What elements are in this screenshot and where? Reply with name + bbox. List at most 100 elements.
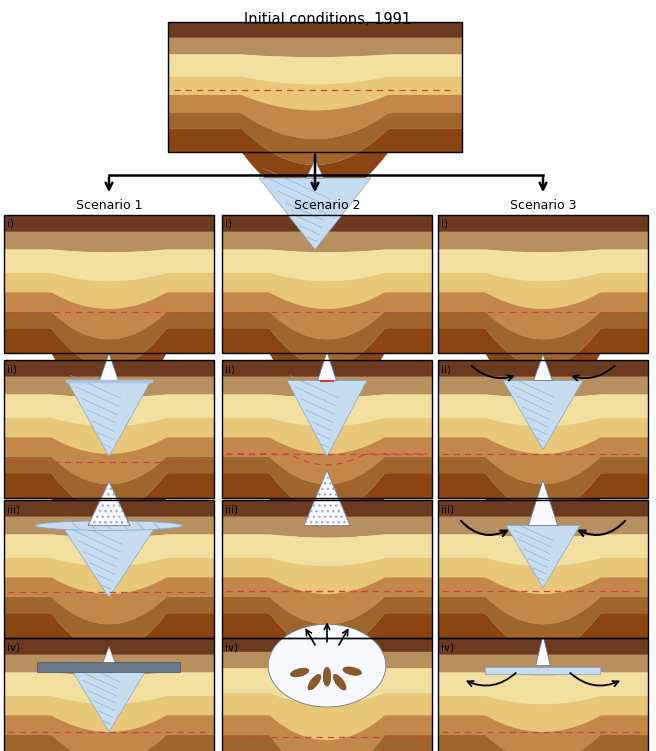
- Polygon shape: [4, 558, 214, 594]
- Text: Scenario 2: Scenario 2: [294, 199, 360, 212]
- Text: ii): ii): [441, 364, 451, 374]
- Polygon shape: [528, 480, 558, 526]
- Polygon shape: [438, 638, 648, 655]
- Polygon shape: [506, 526, 580, 588]
- Bar: [222, 215, 432, 353]
- Polygon shape: [168, 77, 462, 110]
- Polygon shape: [222, 668, 432, 704]
- Bar: [4, 638, 214, 751]
- Polygon shape: [222, 231, 432, 252]
- Polygon shape: [4, 312, 214, 366]
- Ellipse shape: [308, 674, 321, 690]
- Text: i): i): [7, 219, 14, 229]
- Polygon shape: [438, 517, 648, 537]
- Polygon shape: [438, 231, 648, 252]
- Polygon shape: [222, 535, 432, 566]
- Bar: [222, 638, 432, 751]
- Polygon shape: [102, 647, 116, 665]
- Polygon shape: [222, 517, 432, 537]
- Bar: [222, 500, 432, 638]
- Polygon shape: [4, 231, 214, 252]
- Bar: [438, 500, 648, 638]
- Polygon shape: [4, 613, 214, 690]
- Polygon shape: [287, 381, 367, 457]
- FancyBboxPatch shape: [485, 668, 601, 674]
- Polygon shape: [4, 655, 214, 675]
- Polygon shape: [222, 473, 432, 550]
- Polygon shape: [318, 351, 337, 381]
- Polygon shape: [4, 394, 214, 427]
- Polygon shape: [438, 457, 648, 511]
- Polygon shape: [222, 360, 432, 376]
- Polygon shape: [4, 215, 214, 231]
- Bar: [4, 215, 214, 353]
- FancyBboxPatch shape: [37, 662, 180, 672]
- Text: iii): iii): [7, 504, 20, 514]
- Polygon shape: [533, 354, 552, 381]
- Polygon shape: [222, 578, 432, 624]
- Polygon shape: [222, 596, 432, 652]
- Polygon shape: [222, 376, 432, 397]
- Polygon shape: [4, 249, 214, 281]
- Text: Scenario 3: Scenario 3: [510, 199, 576, 212]
- Bar: [168, 22, 462, 152]
- Polygon shape: [438, 655, 648, 675]
- Polygon shape: [222, 693, 432, 740]
- Polygon shape: [222, 715, 432, 751]
- Bar: [4, 360, 214, 498]
- Polygon shape: [62, 526, 156, 597]
- Ellipse shape: [35, 520, 182, 530]
- Polygon shape: [438, 715, 648, 751]
- Bar: [4, 500, 214, 638]
- Polygon shape: [536, 635, 550, 665]
- Polygon shape: [438, 500, 648, 517]
- Polygon shape: [222, 328, 432, 406]
- Bar: [222, 500, 432, 638]
- Bar: [438, 638, 648, 751]
- Polygon shape: [438, 312, 648, 366]
- Polygon shape: [222, 734, 432, 751]
- Polygon shape: [259, 178, 371, 249]
- Polygon shape: [438, 558, 648, 594]
- Polygon shape: [4, 517, 214, 537]
- Text: iii): iii): [441, 504, 454, 514]
- Text: ii): ii): [7, 364, 17, 374]
- Polygon shape: [222, 249, 432, 281]
- Polygon shape: [4, 418, 214, 454]
- Text: Scenario 1: Scenario 1: [75, 199, 142, 212]
- Polygon shape: [4, 638, 214, 655]
- Polygon shape: [168, 113, 462, 165]
- Polygon shape: [4, 360, 214, 376]
- Polygon shape: [222, 613, 432, 690]
- Polygon shape: [168, 55, 462, 84]
- Bar: [222, 638, 432, 751]
- Polygon shape: [438, 273, 648, 309]
- Polygon shape: [168, 128, 462, 201]
- Polygon shape: [4, 437, 214, 484]
- Ellipse shape: [268, 624, 386, 707]
- Text: Initial conditions, 1991: Initial conditions, 1991: [245, 12, 411, 27]
- Polygon shape: [438, 696, 648, 731]
- Text: ii): ii): [225, 364, 235, 374]
- Bar: [438, 638, 648, 751]
- Text: iii): iii): [225, 504, 238, 514]
- Ellipse shape: [291, 668, 309, 677]
- Polygon shape: [222, 638, 432, 652]
- Polygon shape: [4, 376, 214, 397]
- Polygon shape: [168, 22, 462, 38]
- Polygon shape: [4, 457, 214, 511]
- Polygon shape: [4, 578, 214, 624]
- Polygon shape: [438, 292, 648, 339]
- Ellipse shape: [343, 667, 361, 675]
- Polygon shape: [4, 596, 214, 652]
- Polygon shape: [168, 95, 462, 139]
- Polygon shape: [438, 437, 648, 484]
- Polygon shape: [306, 160, 324, 178]
- Bar: [4, 360, 214, 498]
- Polygon shape: [222, 437, 432, 484]
- Bar: [438, 215, 648, 353]
- Bar: [438, 360, 648, 498]
- Bar: [222, 215, 432, 353]
- Bar: [222, 360, 432, 498]
- Polygon shape: [222, 500, 432, 517]
